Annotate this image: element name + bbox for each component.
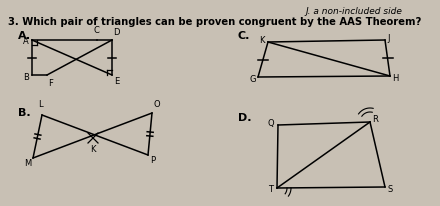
Text: A.: A.: [18, 31, 31, 41]
Text: M: M: [24, 159, 31, 168]
Text: C.: C.: [238, 31, 250, 41]
Text: T: T: [268, 185, 273, 194]
Text: 3. Which pair of triangles can be proven congruent by the AAS Theorem?: 3. Which pair of triangles can be proven…: [8, 17, 422, 27]
Text: B: B: [23, 73, 29, 82]
Text: J. a non-included side: J. a non-included side: [305, 7, 402, 16]
Text: P: P: [150, 156, 155, 165]
Text: R: R: [372, 115, 378, 124]
Text: O: O: [154, 100, 161, 109]
Text: F: F: [48, 79, 53, 88]
Text: D.: D.: [238, 113, 252, 123]
Text: K: K: [259, 35, 264, 44]
Text: H: H: [392, 74, 398, 82]
Text: Q: Q: [268, 118, 275, 128]
Text: G: G: [249, 75, 256, 83]
Text: E: E: [114, 77, 119, 86]
Text: D: D: [113, 28, 120, 37]
Text: B.: B.: [18, 108, 31, 118]
Text: A: A: [23, 36, 29, 46]
Text: C: C: [94, 26, 100, 35]
Text: S: S: [387, 185, 392, 193]
Text: K: K: [90, 145, 95, 154]
Text: L: L: [38, 100, 43, 109]
Text: J: J: [387, 34, 389, 42]
